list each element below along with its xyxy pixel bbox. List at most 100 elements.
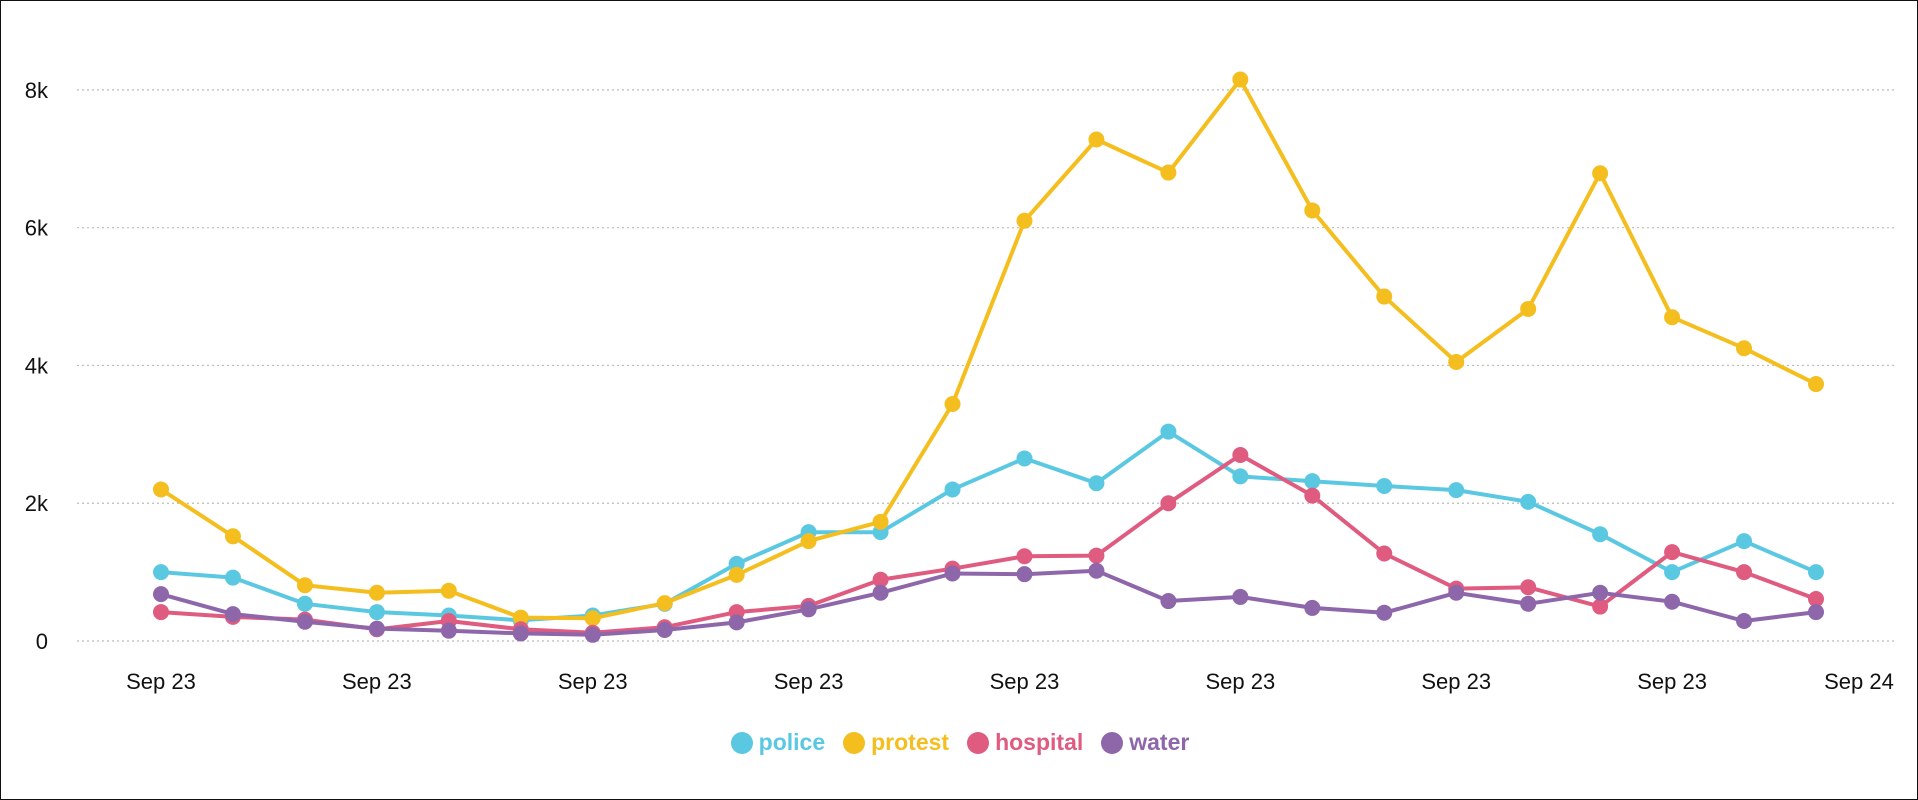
y-tick-label-3: 6k: [25, 216, 49, 241]
data-point-water-6: [584, 626, 601, 643]
y-axis: 0 2k 4k 6k 8k: [25, 78, 49, 654]
legend-item-water[interactable]: water: [1101, 729, 1189, 756]
y-tick-label-1: 2k: [25, 491, 49, 516]
data-point-protest-12: [1016, 212, 1033, 229]
data-point-water-0: [153, 586, 169, 603]
data-point-water-7: [656, 621, 673, 638]
data-point-water-10: [872, 584, 889, 601]
x-axis: Sep 23 Sep 23 Sep 23 Sep 23 Sep 23 Sep 23 Sep …: [126, 669, 1894, 694]
data-point-police-21: [1664, 564, 1681, 581]
data-point-police-17: [1376, 478, 1393, 494]
y-tick-label-0: 0: [36, 629, 48, 654]
data-point-protest-4: [440, 582, 457, 599]
series-line-police: [159, 429, 1818, 623]
x-tick-label-5: Sep 23: [1205, 669, 1275, 694]
data-point-protest-17: [1376, 288, 1393, 305]
data-point-police-0: [153, 564, 169, 581]
data-point-police-12: [1016, 450, 1033, 467]
data-point-protest-8: [728, 566, 745, 583]
data-point-protest-9: [800, 533, 817, 550]
data-point-water-11: [944, 565, 961, 582]
legend-label-hospital: hospital: [995, 729, 1084, 755]
data-point-hospital-13: [1088, 547, 1105, 564]
y-tick-label-4: 8k: [25, 78, 49, 103]
data-point-water-18: [1448, 584, 1465, 601]
data-point-protest-21: [1664, 309, 1681, 326]
data-point-police-11: [944, 481, 961, 498]
data-point-hospital-15: [1232, 447, 1249, 463]
data-point-protest-3: [368, 584, 385, 601]
data-point-protest-6: [584, 610, 601, 627]
series-line-protest: [159, 77, 1818, 621]
data-point-hospital-23: [1808, 590, 1824, 607]
data-point-water-20: [1592, 584, 1609, 601]
data-point-protest-1: [224, 528, 241, 545]
data-point-police-13: [1088, 475, 1105, 492]
data-point-protest-16: [1304, 202, 1321, 219]
x-tick-label-2: Sep 23: [558, 669, 628, 694]
data-point-water-2: [296, 613, 313, 630]
data-point-protest-14: [1160, 164, 1177, 181]
legend-dot-water: [1101, 731, 1124, 754]
data-point-hospital-10: [872, 571, 889, 588]
data-point-police-20: [1592, 526, 1609, 543]
x-tick-label-8: Sep 24: [1824, 669, 1894, 694]
data-point-protest-13: [1088, 131, 1105, 148]
data-point-water-12: [1016, 566, 1033, 583]
x-tick-label-1: Sep 23: [342, 669, 412, 694]
series-protest: [153, 71, 1824, 627]
grid-layer: [77, 89, 1897, 642]
x-tick-label-6: Sep 23: [1421, 669, 1491, 694]
data-point-police-23: [1808, 564, 1824, 581]
data-point-water-13: [1088, 562, 1105, 579]
data-point-police-2: [296, 595, 313, 612]
data-point-protest-15: [1232, 71, 1249, 88]
data-point-hospital-19: [1520, 579, 1537, 596]
data-point-water-23: [1808, 604, 1824, 621]
data-point-police-1: [224, 569, 241, 586]
data-point-police-18: [1448, 482, 1465, 499]
data-point-hospital-12: [1016, 548, 1033, 565]
data-point-water-15: [1232, 588, 1249, 605]
x-tick-label-7: Sep 23: [1637, 669, 1707, 694]
x-tick-label-0: Sep 23: [126, 669, 196, 694]
data-point-police-19: [1520, 493, 1537, 510]
series-layer: [153, 71, 1824, 643]
data-point-protest-11: [944, 396, 961, 413]
y-tick-label-2: 4k: [25, 353, 49, 378]
legend-item-police[interactable]: police: [730, 729, 826, 756]
data-point-police-16: [1304, 473, 1321, 490]
data-point-water-16: [1304, 599, 1321, 616]
data-point-protest-0: [153, 481, 169, 498]
legend: police protest hospital water: [1, 729, 1917, 756]
data-point-police-3: [368, 604, 385, 621]
legend-item-protest[interactable]: protest: [843, 729, 949, 756]
data-point-police-22: [1736, 533, 1753, 550]
legend-label-protest: protest: [871, 729, 950, 755]
data-point-police-14: [1160, 423, 1177, 440]
series-line-water: [159, 568, 1818, 637]
data-point-water-17: [1376, 604, 1393, 621]
data-point-protest-23: [1808, 376, 1824, 393]
data-point-hospital-0: [153, 604, 169, 621]
legend-label-police: police: [758, 729, 826, 755]
data-point-hospital-14: [1160, 495, 1177, 512]
data-point-water-4: [440, 622, 457, 639]
data-point-protest-10: [872, 513, 889, 530]
data-point-water-8: [728, 614, 745, 631]
data-point-protest-18: [1448, 354, 1465, 370]
data-point-protest-5: [512, 609, 529, 626]
data-point-water-3: [368, 620, 385, 637]
data-point-protest-22: [1736, 340, 1753, 357]
data-point-water-22: [1736, 613, 1753, 630]
data-point-water-5: [512, 625, 529, 642]
data-point-protest-2: [296, 577, 313, 594]
data-point-hospital-21: [1664, 544, 1681, 561]
data-point-hospital-17: [1376, 545, 1393, 562]
data-point-hospital-22: [1736, 564, 1753, 581]
legend-item-hospital[interactable]: hospital: [967, 729, 1083, 756]
legend-dot-hospital: [967, 731, 990, 754]
data-point-water-9: [800, 601, 817, 618]
data-point-police-8: [728, 555, 745, 572]
